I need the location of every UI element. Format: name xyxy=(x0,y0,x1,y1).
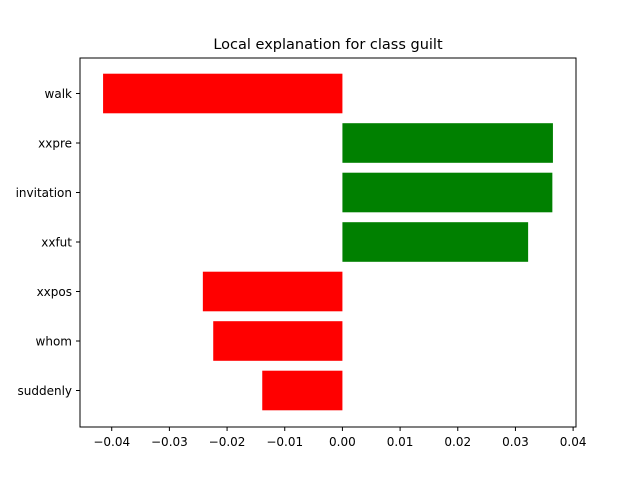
y-tick-label: invitation xyxy=(16,186,72,200)
x-tick-label: −0.01 xyxy=(266,435,303,449)
y-tick-label: whom xyxy=(36,335,72,349)
y-tick-label: xxfut xyxy=(41,236,72,250)
bar-walk xyxy=(103,73,343,114)
y-tick-label: xxpos xyxy=(37,285,72,299)
x-tick-label: 0.00 xyxy=(329,435,356,449)
x-tick-label: 0.01 xyxy=(387,435,414,449)
bars-group xyxy=(103,73,553,411)
x-tick-label: −0.02 xyxy=(209,435,246,449)
x-axis: −0.04 −0.03 −0.02 −0.01 0.00 0.01 0.02 0.03 0.04 xyxy=(93,427,586,449)
x-tick-label: 0.04 xyxy=(560,435,587,449)
bar-invitation xyxy=(342,172,553,213)
y-tick-label: xxpre xyxy=(38,137,72,151)
bar-xxpos xyxy=(202,271,343,312)
y-tick-label: suddenly xyxy=(17,384,72,398)
y-tick-label: walk xyxy=(45,87,73,101)
x-tick-label: 0.02 xyxy=(444,435,471,449)
bar-xxpre xyxy=(342,123,553,163)
bar-xxfut xyxy=(342,222,529,262)
bar-suddenly xyxy=(262,370,343,411)
x-tick-label: −0.03 xyxy=(151,435,188,449)
plot-frame xyxy=(79,57,577,428)
x-tick-label: 0.03 xyxy=(502,435,529,449)
bar-whom xyxy=(213,321,343,361)
y-axis: walk xxpre invitation xxfut xxpos whom suddenl… xyxy=(16,87,80,398)
chart-title: Local explanation for class guilt xyxy=(213,37,443,53)
x-tick-label: −0.04 xyxy=(93,435,130,449)
